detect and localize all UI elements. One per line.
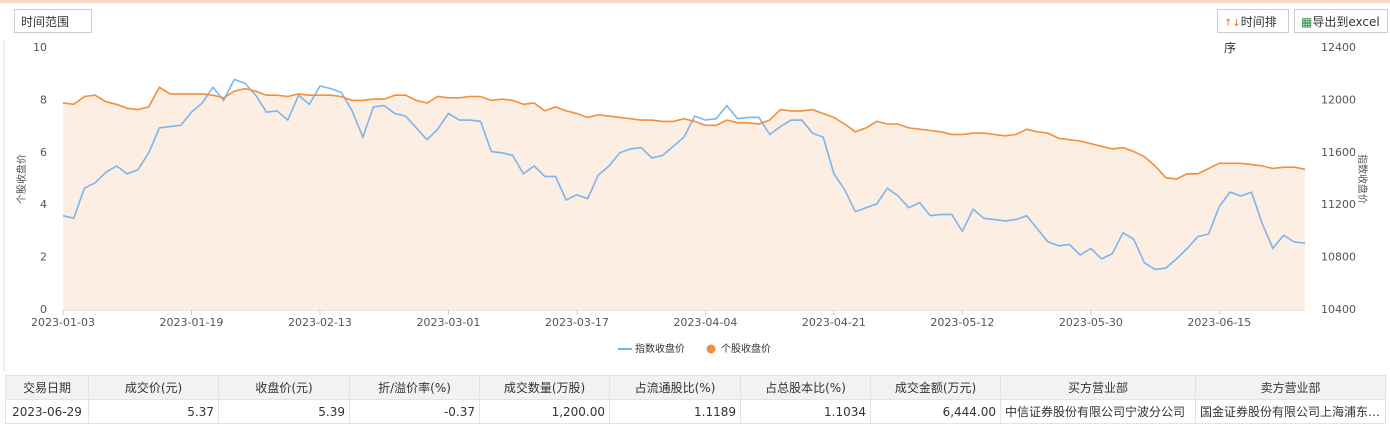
legend-label: 个股收盘价: [721, 342, 771, 355]
cell: 6,444.00: [870, 399, 1001, 424]
header-cell: 折/溢价率(%): [349, 375, 480, 400]
y-tick-label: 2: [40, 251, 47, 264]
export-label: 导出到excel: [1312, 15, 1380, 29]
chart: 0 2 4 6 8 10 10400 10800 11200 11600 12000 12400 个股收…: [3, 40, 1369, 372]
trade-table: 交易日期 成交价(元) 收盘价(元) 折/溢价率(%) 成交数量(万股) 占流通股比(%)…: [5, 375, 1386, 424]
x-tick-label: 2023-03-17: [545, 316, 609, 329]
sort-icon: ↑↓: [1224, 18, 1241, 29]
y-tick-label: 8: [40, 93, 47, 106]
y2-tick-label: 11200: [1321, 198, 1356, 211]
sort-button[interactable]: ↑↓时间排序: [1217, 9, 1289, 55]
header-cell: 占流通股比(%): [609, 375, 741, 400]
header-cell: 交易日期: [5, 375, 89, 400]
cell: 1.1189: [609, 399, 741, 424]
cell: 1,200.00: [479, 399, 610, 424]
x-tick-label: 2023-03-01: [416, 316, 480, 329]
cell: 国金证券股份有限公司上海浦东…: [1195, 399, 1386, 424]
top-border: [0, 0, 1390, 3]
x-tick-label: 2023-05-30: [1059, 316, 1123, 329]
y-tick-label: 0: [40, 303, 47, 316]
header-cell: 成交价(元): [88, 375, 219, 400]
y2-tick-label: 12400: [1321, 41, 1356, 54]
x-tick-label: 2023-05-12: [930, 316, 994, 329]
export-button[interactable]: ▦导出到excel: [1294, 9, 1388, 33]
y-tick-label: 6: [40, 146, 47, 159]
sort-label: 时间排序: [1224, 15, 1277, 55]
area: [63, 87, 1305, 310]
x-tick-label: 2023-01-19: [160, 316, 224, 329]
x-tick-label: 2023-04-21: [802, 316, 866, 329]
y-tick-label: 10: [33, 41, 47, 54]
cell: 中信证券股份有限公司宁波分公司: [1000, 399, 1196, 424]
line: [62, 78, 1306, 271]
legend-label: 指数收盘价: [635, 342, 685, 355]
excel-icon: ▦: [1301, 15, 1313, 29]
line: [62, 86, 1306, 180]
x-tick-label: 2023-01-03: [31, 316, 95, 329]
data-row: 2023-06-29 5.37 5.39 -0.37 1,200.00 1.1189 1.1…: [5, 399, 1386, 424]
cell: 2023-06-29: [5, 399, 89, 424]
x-tick-label: 2023-02-13: [288, 316, 352, 329]
y-tick-label: 4: [40, 198, 47, 211]
y2-tick-label: 12000: [1321, 93, 1356, 106]
header-row: 交易日期 成交价(元) 收盘价(元) 折/溢价率(%) 成交数量(万股) 占流通股比(%)…: [5, 375, 1386, 400]
y-axis-title: 个股收盘价: [15, 154, 28, 204]
header-cell: 成交金额(万元): [870, 375, 1001, 400]
header-cell: 成交数量(万股): [479, 375, 610, 400]
header-cell: 买方营业部: [1000, 375, 1196, 400]
header-cell: 占总股本比(%): [740, 375, 871, 400]
header-cell: 收盘价(元): [218, 375, 350, 400]
cell: 1.1034: [740, 399, 871, 424]
cell: 5.37: [88, 399, 219, 424]
time-range-select[interactable]: 时间范围: [14, 9, 92, 33]
x-tick-label: 2023-06-15: [1187, 316, 1251, 329]
y2-axis-title: 指数收盘价: [1356, 154, 1369, 204]
header-cell: 卖方营业部: [1195, 375, 1386, 400]
y2-tick-label: 10800: [1321, 251, 1356, 264]
x-tick-label: 2023-04-04: [673, 316, 737, 329]
legend-marker: [706, 344, 716, 354]
cell: 5.39: [218, 399, 350, 424]
y2-tick-label: 11600: [1321, 146, 1356, 159]
cell: -0.37: [349, 399, 480, 424]
y2-tick-label: 10400: [1321, 303, 1356, 316]
